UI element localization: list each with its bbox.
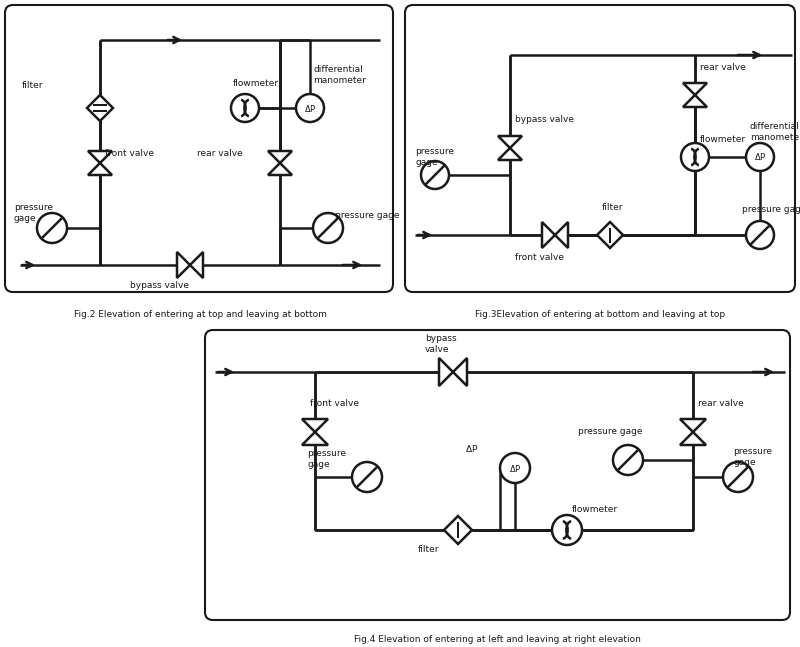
Circle shape [37, 213, 67, 243]
Text: Fig.4 Elevation of entering at left and leaving at right elevation: Fig.4 Elevation of entering at left and … [354, 635, 641, 644]
Polygon shape [190, 252, 203, 278]
Text: flowmeter: flowmeter [572, 505, 618, 514]
Text: pressure
gage: pressure gage [733, 447, 772, 466]
Text: filter: filter [22, 80, 43, 89]
Polygon shape [88, 163, 112, 175]
Text: bypass valve: bypass valve [130, 281, 189, 289]
Text: $\Delta$P: $\Delta$P [754, 151, 766, 162]
Text: pressure gage: pressure gage [335, 210, 399, 219]
Circle shape [231, 94, 259, 122]
Polygon shape [683, 83, 707, 95]
Text: rear valve: rear valve [698, 399, 744, 408]
Circle shape [723, 462, 753, 492]
Polygon shape [88, 151, 112, 163]
Circle shape [681, 143, 709, 171]
Text: front valve: front valve [515, 252, 564, 261]
Text: $\Delta$P: $\Delta$P [304, 102, 316, 113]
Polygon shape [268, 151, 292, 163]
Polygon shape [683, 95, 707, 107]
Polygon shape [498, 148, 522, 160]
Text: differential
manometer: differential manometer [313, 65, 366, 85]
Text: flowmeter: flowmeter [700, 135, 746, 144]
Text: bypass
valve: bypass valve [425, 334, 457, 354]
Text: front valve: front valve [310, 399, 359, 408]
Circle shape [296, 94, 324, 122]
Text: pressure
gage: pressure gage [415, 148, 454, 167]
Circle shape [552, 515, 582, 545]
Circle shape [746, 143, 774, 171]
Text: pressure
gage: pressure gage [14, 203, 53, 223]
Polygon shape [498, 136, 522, 148]
Circle shape [313, 213, 343, 243]
Text: front valve: front valve [105, 149, 154, 157]
Text: $\Delta$P: $\Delta$P [509, 463, 522, 474]
Text: $\Delta$P: $\Delta$P [465, 443, 478, 454]
Polygon shape [597, 222, 623, 248]
Polygon shape [444, 516, 472, 544]
Polygon shape [680, 432, 706, 445]
Text: pressure
gage: pressure gage [307, 449, 346, 468]
Text: pressure gage: pressure gage [578, 428, 642, 437]
Polygon shape [439, 358, 453, 386]
Polygon shape [302, 432, 328, 445]
Polygon shape [268, 163, 292, 175]
Polygon shape [87, 95, 113, 121]
Circle shape [746, 221, 774, 249]
Text: flowmeter: flowmeter [233, 78, 279, 87]
Text: Fig.2 Elevation of entering at top and leaving at bottom: Fig.2 Elevation of entering at top and l… [74, 310, 326, 319]
Polygon shape [680, 419, 706, 432]
Circle shape [352, 462, 382, 492]
Polygon shape [542, 222, 555, 248]
Text: Fig.3Elevation of entering at bottom and leaving at top: Fig.3Elevation of entering at bottom and… [475, 310, 725, 319]
Text: rear valve: rear valve [197, 149, 242, 157]
Text: filter: filter [418, 545, 439, 554]
Text: differential
manometer: differential manometer [750, 122, 800, 142]
Circle shape [500, 453, 530, 483]
Text: bypass valve: bypass valve [515, 116, 574, 124]
Circle shape [613, 445, 643, 475]
Text: rear valve: rear valve [700, 63, 746, 72]
Polygon shape [177, 252, 190, 278]
Polygon shape [453, 358, 467, 386]
Circle shape [421, 161, 449, 189]
Text: filter: filter [602, 203, 623, 212]
Polygon shape [555, 222, 568, 248]
Polygon shape [302, 419, 328, 432]
Text: pressure gage: pressure gage [742, 206, 800, 215]
